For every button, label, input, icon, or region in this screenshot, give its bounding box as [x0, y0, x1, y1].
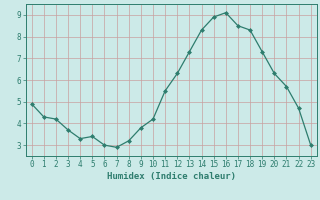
- X-axis label: Humidex (Indice chaleur): Humidex (Indice chaleur): [107, 172, 236, 181]
